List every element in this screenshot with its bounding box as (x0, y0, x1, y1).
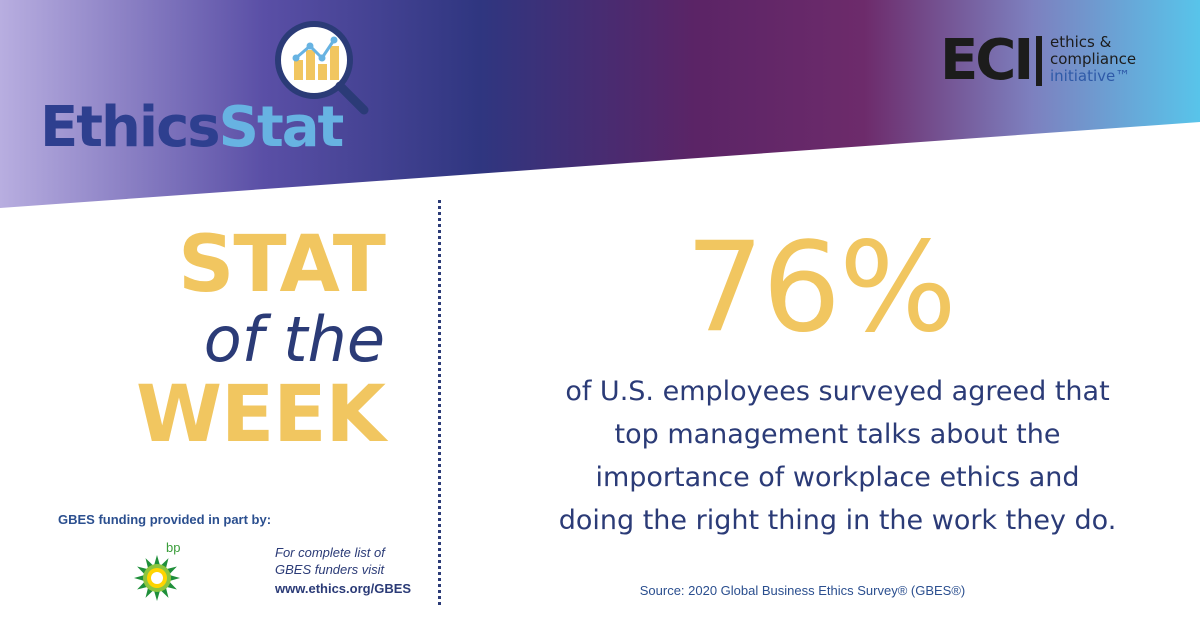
stat-statement: of U.S. employees surveyed agreed that t… (475, 370, 1200, 542)
funders-note: For complete list of GBES funders visit (275, 544, 385, 578)
of-the-word: of the (203, 303, 385, 376)
funders-note-line1: For complete list of (275, 545, 385, 560)
brand-ethics-text: Ethics (40, 95, 221, 160)
funding-label: GBES funding provided in part by: (58, 512, 272, 527)
eci-mark: ECI (940, 28, 1034, 93)
stat-line-4: doing the right thing in the work they d… (558, 505, 1117, 536)
eci-line-ethics: ethics & (1050, 33, 1112, 51)
eci-divider-bar (1036, 36, 1042, 86)
bp-helios-icon (134, 555, 180, 601)
chart-magnifier-icon (275, 21, 369, 115)
bp-label: bp (166, 540, 181, 555)
stat-line-1: of U.S. employees surveyed agreed that (565, 376, 1110, 407)
funders-link[interactable]: www.ethics.org/GBES (275, 581, 412, 596)
stat-line-2: top management talks about the (614, 419, 1061, 450)
stat-line-3: importance of workplace ethics and (595, 462, 1080, 493)
source-citation: Source: 2020 Global Business Ethics Surv… (639, 583, 966, 598)
week-word: WEEK (135, 370, 386, 460)
funders-note-line2: GBES funders visit (275, 562, 385, 577)
stat-of-the-week-heading: STAT of the WEEK (40, 220, 386, 460)
stat-word: STAT (178, 220, 386, 310)
eci-wordmark: ethics & compliance initiative™ (1050, 34, 1136, 85)
brand-stat-text: Stat (218, 95, 345, 160)
stat-value: 76% (685, 216, 957, 360)
ethicsstat-wordmark: EthicsStat (40, 100, 344, 156)
ethicsstat-logo: EthicsStat (40, 18, 400, 158)
dotted-divider (438, 200, 441, 605)
eci-line-compliance: compliance (1050, 50, 1137, 68)
eci-line-initiative: initiative™ (1050, 67, 1131, 85)
eci-logo: ECI ethics & compliance initiative™ (940, 32, 1180, 92)
